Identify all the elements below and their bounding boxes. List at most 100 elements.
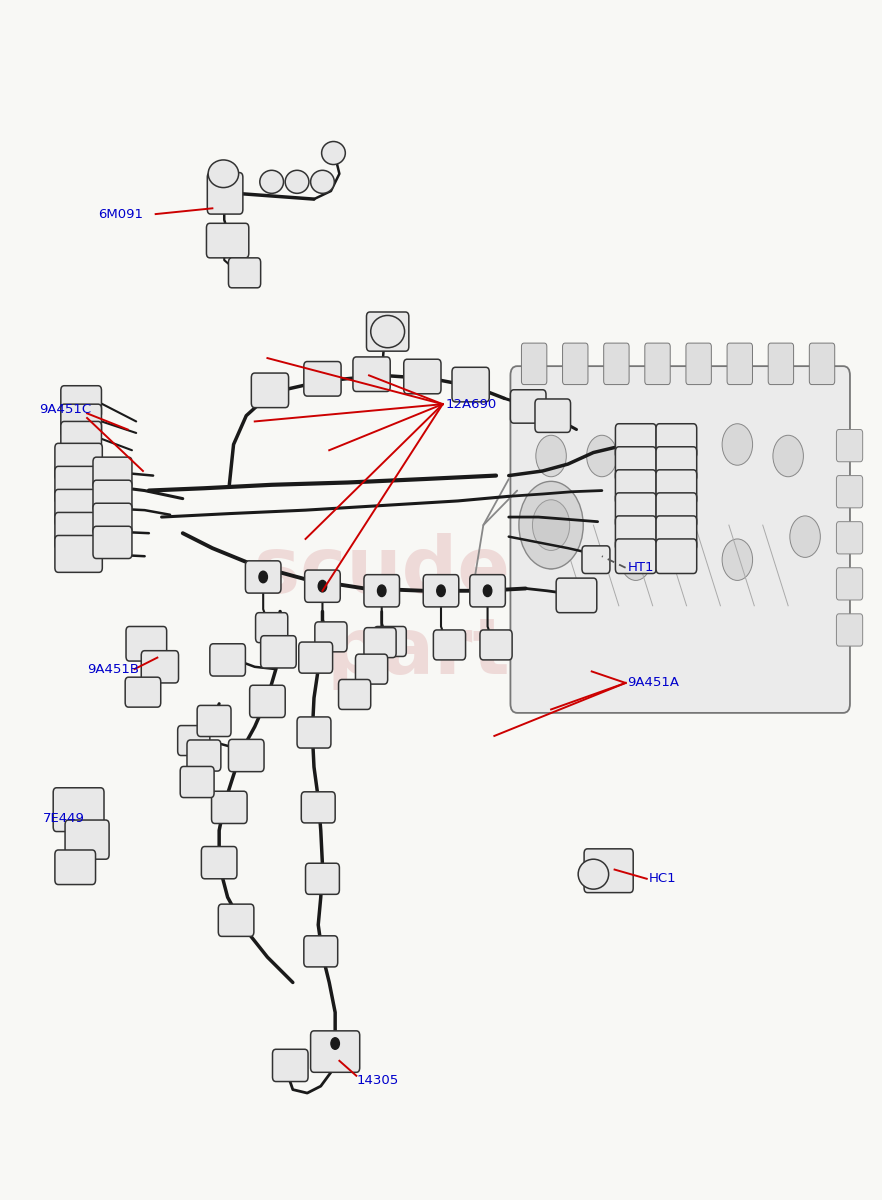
FancyBboxPatch shape	[256, 613, 288, 643]
FancyBboxPatch shape	[303, 936, 338, 967]
FancyBboxPatch shape	[180, 767, 214, 798]
Circle shape	[519, 481, 583, 569]
Circle shape	[536, 436, 566, 476]
FancyBboxPatch shape	[656, 539, 697, 574]
FancyBboxPatch shape	[603, 343, 629, 384]
Circle shape	[654, 424, 684, 466]
FancyBboxPatch shape	[65, 820, 109, 859]
FancyBboxPatch shape	[55, 512, 102, 550]
Text: HT1: HT1	[627, 562, 654, 575]
FancyBboxPatch shape	[511, 366, 850, 713]
FancyBboxPatch shape	[810, 343, 834, 384]
Circle shape	[259, 571, 267, 583]
Text: HC1: HC1	[648, 872, 676, 886]
Bar	[610, 571, 629, 596]
FancyBboxPatch shape	[364, 628, 396, 658]
Text: parts: parts	[326, 614, 556, 690]
FancyBboxPatch shape	[480, 630, 512, 660]
Bar	[610, 647, 629, 672]
Bar	[684, 622, 704, 647]
Circle shape	[773, 436, 804, 476]
Text: 9A451B: 9A451B	[87, 662, 139, 676]
FancyBboxPatch shape	[126, 626, 167, 661]
FancyBboxPatch shape	[364, 575, 400, 607]
Ellipse shape	[310, 170, 334, 193]
Circle shape	[536, 528, 566, 569]
Circle shape	[377, 586, 386, 596]
Bar	[647, 596, 666, 622]
Ellipse shape	[260, 170, 283, 193]
FancyBboxPatch shape	[141, 650, 178, 683]
Circle shape	[331, 1038, 340, 1049]
FancyBboxPatch shape	[299, 642, 333, 673]
FancyBboxPatch shape	[297, 716, 331, 748]
FancyBboxPatch shape	[219, 904, 254, 936]
FancyBboxPatch shape	[353, 356, 390, 391]
FancyBboxPatch shape	[645, 343, 670, 384]
Bar	[647, 571, 666, 596]
Text: 9A451C: 9A451C	[39, 403, 91, 416]
FancyBboxPatch shape	[61, 385, 101, 418]
FancyBboxPatch shape	[251, 373, 288, 408]
FancyBboxPatch shape	[656, 470, 697, 504]
FancyBboxPatch shape	[582, 546, 610, 574]
FancyBboxPatch shape	[61, 421, 101, 454]
FancyBboxPatch shape	[187, 740, 220, 772]
FancyBboxPatch shape	[616, 493, 656, 528]
FancyBboxPatch shape	[93, 527, 132, 558]
Circle shape	[483, 586, 492, 596]
Circle shape	[318, 581, 326, 592]
FancyBboxPatch shape	[535, 398, 571, 432]
Ellipse shape	[208, 160, 239, 187]
FancyBboxPatch shape	[656, 424, 697, 458]
FancyBboxPatch shape	[55, 443, 102, 480]
FancyBboxPatch shape	[727, 343, 752, 384]
Bar	[629, 571, 647, 596]
Circle shape	[722, 424, 752, 466]
FancyBboxPatch shape	[304, 570, 340, 602]
Text: 9A451A: 9A451A	[627, 677, 679, 690]
FancyBboxPatch shape	[177, 726, 210, 756]
FancyBboxPatch shape	[836, 568, 863, 600]
Circle shape	[621, 539, 651, 581]
FancyBboxPatch shape	[511, 390, 546, 424]
Bar	[666, 571, 684, 596]
Circle shape	[533, 499, 570, 551]
Text: scuderia: scuderia	[254, 533, 628, 610]
FancyBboxPatch shape	[55, 490, 102, 527]
FancyBboxPatch shape	[433, 630, 466, 660]
FancyBboxPatch shape	[210, 643, 245, 676]
FancyBboxPatch shape	[374, 626, 407, 656]
FancyBboxPatch shape	[423, 575, 459, 607]
FancyBboxPatch shape	[656, 516, 697, 551]
FancyBboxPatch shape	[616, 446, 656, 481]
FancyBboxPatch shape	[768, 343, 794, 384]
Bar	[629, 647, 647, 672]
Bar	[610, 596, 629, 622]
Bar	[666, 647, 684, 672]
FancyBboxPatch shape	[836, 614, 863, 646]
Text: 14305: 14305	[356, 1074, 399, 1087]
FancyBboxPatch shape	[245, 560, 281, 593]
Bar	[684, 596, 704, 622]
FancyBboxPatch shape	[55, 850, 95, 884]
Ellipse shape	[285, 170, 309, 193]
Bar	[610, 622, 629, 647]
Text: 12A690: 12A690	[445, 397, 497, 410]
FancyBboxPatch shape	[404, 359, 441, 394]
FancyBboxPatch shape	[452, 367, 490, 402]
FancyBboxPatch shape	[250, 685, 285, 718]
FancyBboxPatch shape	[55, 535, 102, 572]
FancyBboxPatch shape	[305, 863, 340, 894]
Circle shape	[790, 516, 820, 557]
FancyBboxPatch shape	[616, 539, 656, 574]
FancyBboxPatch shape	[55, 467, 102, 503]
FancyBboxPatch shape	[201, 846, 237, 878]
FancyBboxPatch shape	[198, 706, 231, 737]
Bar	[629, 596, 647, 622]
Bar	[647, 622, 666, 647]
Bar	[684, 571, 704, 596]
FancyBboxPatch shape	[207, 173, 243, 214]
Bar	[629, 622, 647, 647]
FancyBboxPatch shape	[302, 792, 335, 823]
